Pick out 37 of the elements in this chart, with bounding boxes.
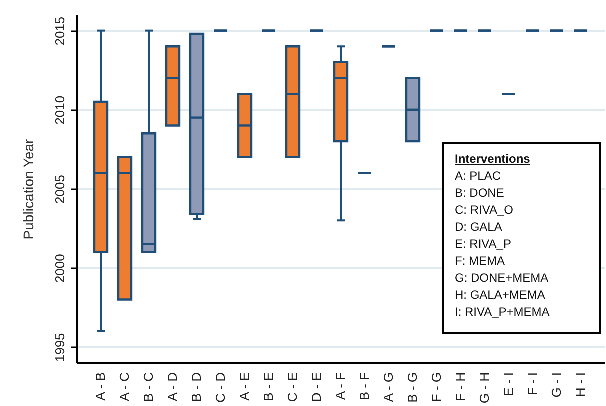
x-tick-label: B - C [141, 372, 156, 402]
annotation: H: GALA+MEMA [455, 287, 546, 304]
x-tick-label: B - E [261, 372, 276, 402]
x-tick-label: G - I [549, 372, 564, 398]
y-tick-label: 2010 [52, 96, 68, 125]
annotation: Interventions [455, 151, 532, 168]
y-tick-label: 2005 [52, 175, 68, 204]
x-tick-label: B - F [357, 372, 372, 401]
annotation: D: GALA [455, 219, 504, 236]
x-tick-label: B - G [405, 372, 420, 403]
x-tick-label: A - G [381, 372, 396, 402]
annotation: B: DONE [455, 185, 506, 202]
x-tick-label: G - H [477, 372, 492, 404]
x-tick-label: H - I [573, 372, 588, 398]
x-tick-label: A - E [237, 372, 252, 401]
annotation: A: PLAC [455, 168, 502, 185]
y-tick-label: 1995 [52, 333, 68, 362]
annotation: C: RIVA_O [455, 202, 514, 219]
x-tick-label: E - I [501, 372, 516, 396]
x-tick-label: D - E [309, 372, 324, 402]
annotation: G: DONE+MEMA [455, 270, 550, 287]
x-tick-label: A - F [333, 372, 348, 400]
y-tick-label: 2015 [52, 16, 68, 46]
y-axis-title: Publication Year [20, 138, 36, 240]
x-tick-label: A - B [93, 372, 108, 401]
x-tick-label: F - H [453, 372, 468, 402]
x-tick-label: A - C [117, 372, 132, 402]
x-tick-label: C - D [213, 372, 228, 403]
y-tick-label: 2000 [52, 254, 68, 284]
annotation: E: RIVA_P [455, 236, 512, 253]
x-tick-label: F - I [525, 372, 540, 396]
x-tick-label: F - G [429, 372, 444, 402]
x-tick-label: B - D [189, 372, 204, 402]
annotation: I: RIVA_P+MEMA [455, 304, 551, 321]
annotation: F: MEMA [455, 253, 506, 270]
x-tick-label: A - D [165, 372, 180, 402]
x-tick-label: C - E [285, 372, 300, 402]
